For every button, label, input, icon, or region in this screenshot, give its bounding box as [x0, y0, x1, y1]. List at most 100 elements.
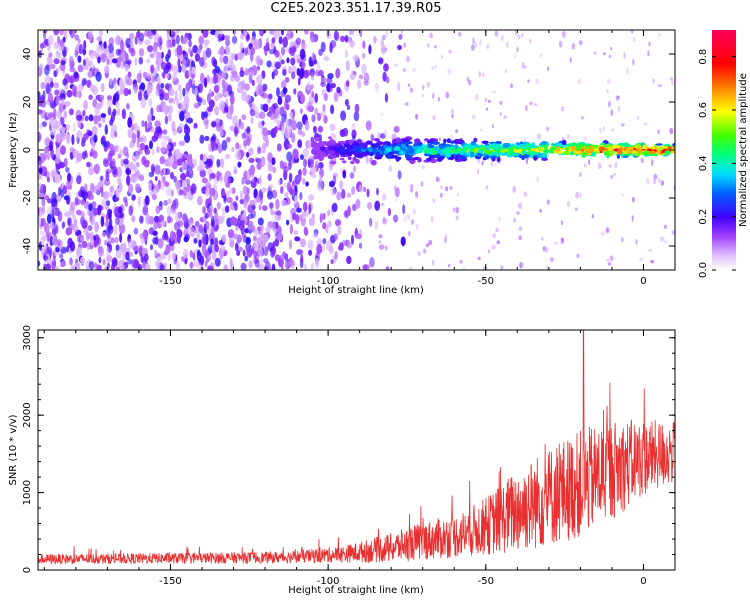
noise-blob — [588, 159, 591, 165]
noise-blob — [185, 170, 189, 178]
noise-blob — [658, 178, 661, 184]
noise-blob — [626, 67, 629, 75]
noise-blob — [658, 33, 661, 37]
noise-blob — [94, 221, 100, 232]
noise-blob — [317, 125, 323, 133]
noise-blob — [333, 233, 339, 241]
noise-blob — [91, 125, 98, 136]
noise-blob — [61, 221, 65, 229]
noise-blob — [438, 137, 441, 141]
noise-blob — [229, 125, 235, 132]
noise-blob — [46, 176, 51, 183]
noise-blob — [311, 114, 316, 123]
signal-blob — [657, 147, 664, 151]
noise-blob — [317, 112, 322, 121]
noise-blob — [165, 64, 170, 70]
noise-blob — [517, 34, 521, 40]
noise-blob — [323, 56, 330, 62]
noise-blob — [652, 78, 655, 84]
noise-blob — [172, 39, 176, 47]
noise-blob — [320, 41, 326, 53]
noise-blob — [101, 231, 107, 237]
noise-blob — [329, 246, 334, 255]
noise-blob — [266, 60, 272, 68]
noise-blob — [304, 30, 309, 35]
noise-blob — [366, 188, 370, 198]
noise-blob — [296, 121, 303, 130]
noise-blob — [395, 197, 398, 202]
noise-blob — [284, 110, 287, 120]
noise-blob — [646, 178, 650, 185]
noise-blob — [118, 217, 124, 226]
noise-blob — [169, 230, 175, 242]
noise-blob — [105, 213, 109, 224]
noise-blob — [282, 69, 287, 76]
noise-blob — [358, 184, 364, 193]
noise-blob — [308, 203, 312, 215]
noise-blob — [122, 254, 126, 262]
noise-blob — [620, 123, 625, 127]
noise-blob — [303, 226, 308, 235]
spectrogram-ylabel: Frequency (Hz) — [8, 112, 19, 188]
signal-blob — [365, 141, 372, 145]
noise-blob — [276, 87, 280, 98]
noise-blob — [616, 95, 620, 100]
noise-blob — [189, 250, 194, 258]
noise-blob — [87, 210, 93, 216]
noise-blob — [248, 148, 253, 154]
noise-blob — [273, 68, 279, 76]
x-tick-label: 0 — [640, 276, 646, 287]
signal-blob — [636, 146, 643, 152]
signal-blob — [328, 136, 332, 140]
noise-blob — [402, 68, 407, 72]
signal-blob — [515, 152, 520, 155]
noise-blob — [262, 127, 268, 137]
noise-blob — [558, 40, 563, 48]
noise-blob — [302, 178, 306, 185]
noise-blob — [85, 231, 90, 242]
noise-blob — [165, 53, 170, 63]
y-tick-label: 20 — [22, 96, 33, 109]
noise-blob — [353, 111, 360, 122]
noise-blob — [161, 140, 168, 148]
noise-blob — [174, 179, 181, 190]
noise-blob — [249, 68, 255, 76]
noise-blob — [639, 257, 643, 262]
noise-blob — [599, 127, 603, 133]
noise-blob — [219, 100, 225, 111]
noise-blob — [313, 232, 319, 238]
noise-blob — [261, 187, 267, 193]
noise-blob — [165, 244, 171, 255]
noise-blob — [459, 259, 463, 264]
noise-blob — [41, 196, 46, 207]
noise-blob — [291, 117, 295, 124]
noise-blob — [69, 67, 76, 73]
noise-blob — [93, 134, 98, 143]
noise-blob — [122, 264, 125, 270]
noise-blob — [191, 66, 196, 75]
noise-blob — [162, 129, 168, 135]
noise-blob — [57, 109, 62, 119]
noise-blob — [402, 204, 406, 215]
signal-blob — [564, 146, 570, 151]
noise-blob — [234, 202, 238, 211]
noise-blob — [111, 58, 118, 64]
noise-blob — [46, 152, 50, 161]
noise-blob — [103, 179, 111, 186]
noise-blob — [149, 53, 155, 59]
noise-blob — [490, 160, 494, 168]
noise-blob — [240, 190, 243, 201]
noise-blob — [382, 71, 387, 82]
noise-blob — [204, 260, 208, 268]
noise-blob — [221, 233, 227, 243]
noise-blob — [55, 68, 59, 75]
noise-blob — [310, 72, 315, 81]
noise-blob — [156, 146, 160, 154]
noise-blob — [44, 146, 50, 153]
noise-blob — [43, 222, 50, 234]
noise-blob — [420, 181, 424, 187]
noise-blob — [363, 264, 370, 270]
noise-blob — [39, 42, 45, 49]
noise-blob — [241, 115, 246, 121]
noise-blob — [140, 253, 144, 263]
